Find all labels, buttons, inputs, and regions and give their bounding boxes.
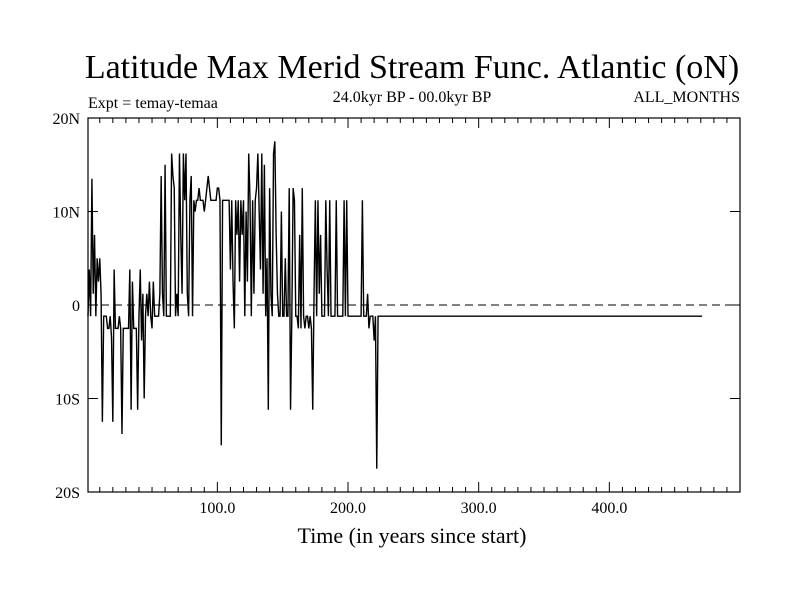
x-axis-label: Time (in years since start): [298, 523, 527, 548]
series-line: [87, 141, 703, 469]
x-axis: 100.0 200.0 300.0 400.0: [99, 118, 728, 517]
y-tick-label: 20N: [52, 111, 80, 128]
x-tick-label: 200.0: [330, 500, 366, 517]
x-tick-label: 400.0: [591, 500, 627, 517]
y-tick-label: 10N: [52, 205, 80, 222]
subtitle-center: 24.0kyr BP - 00.0kyr BP: [333, 89, 492, 106]
subtitle-left: Expt = temay-temaa: [88, 95, 218, 112]
y-tick-label: 0: [72, 298, 80, 315]
y-tick-label: 20S: [55, 485, 80, 502]
plot-frame: [87, 117, 741, 493]
y-axis: 20S 10S 0 10N 20N: [52, 111, 740, 502]
x-tick-label: 100.0: [199, 500, 235, 517]
x-tick-label: 300.0: [461, 500, 497, 517]
subtitle-right: ALL_MONTHS: [633, 89, 740, 106]
chart-title: Latitude Max Merid Stream Func. Atlantic…: [85, 49, 739, 86]
y-tick-label: 10S: [55, 392, 80, 409]
